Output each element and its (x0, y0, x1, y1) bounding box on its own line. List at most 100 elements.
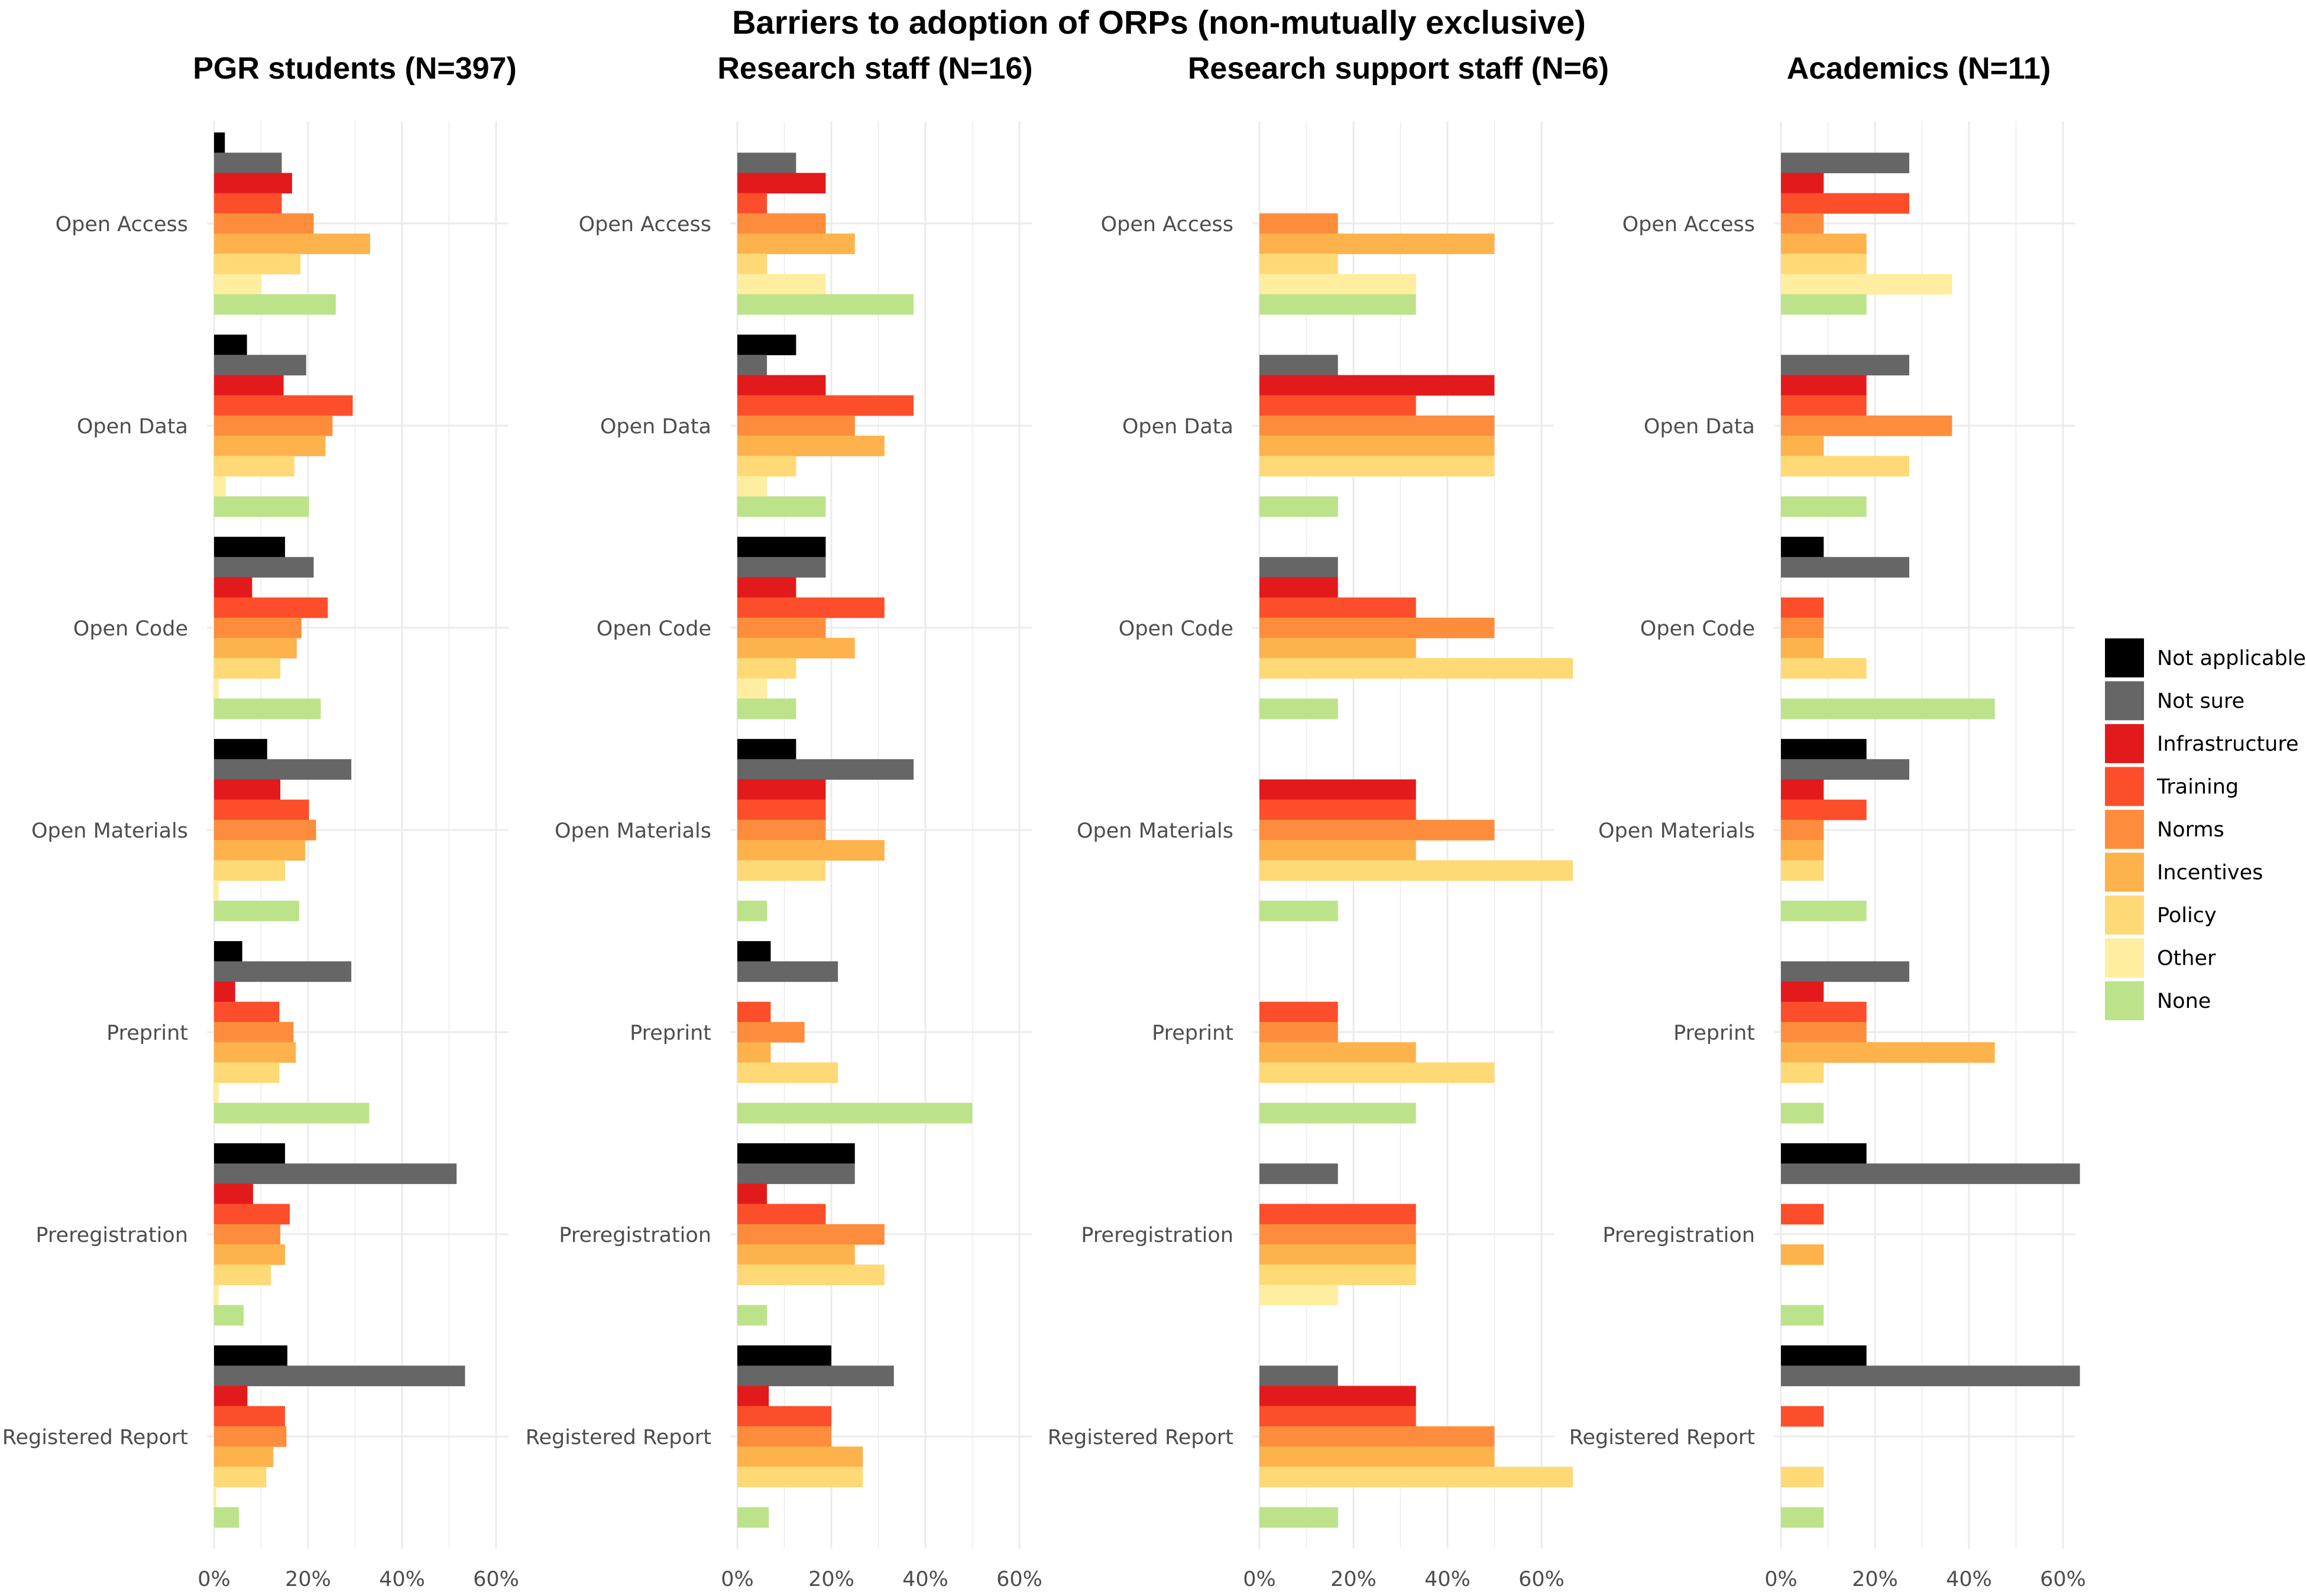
bar-open-access-none (1259, 294, 1416, 315)
bar-open-materials-none (1259, 900, 1338, 922)
bar-open-access-training (214, 193, 282, 214)
category-label-open-access: Open Access (579, 213, 711, 236)
bar-open-data-other (214, 476, 226, 497)
category-label-open-data: Open Data (77, 415, 188, 439)
legend-label: Incentives (2157, 861, 2263, 885)
bar-open-code-training (1259, 597, 1416, 618)
x-tick-label: 60% (996, 1568, 1042, 1591)
bar-registered-report-not-sure (737, 1365, 894, 1387)
bar-open-code-not-applicable (1781, 537, 1824, 557)
bar-open-code-none (1781, 698, 1995, 719)
bar-registered-report-not-sure (1259, 1365, 1338, 1387)
legend-key (2105, 938, 2144, 978)
bar-registered-report-incentives (737, 1446, 863, 1467)
bar-open-code-infrastructure (214, 577, 252, 598)
bar-registered-report-infrastructure (1259, 1386, 1416, 1407)
bar-open-code-policy (1259, 658, 1573, 679)
bar-open-data-incentives (737, 436, 885, 456)
bar-open-access-infrastructure (737, 173, 826, 194)
bar-open-access-other (1259, 274, 1416, 295)
bar-preregistration-training (1781, 1204, 1824, 1225)
x-tick-label: 0% (1764, 1568, 1797, 1591)
category-label-registered-report: Registered Report (1048, 1426, 1233, 1449)
bars (1781, 153, 2080, 1528)
category-label-preregistration: Preregistration (559, 1224, 711, 1247)
bar-preprint-infrastructure (1781, 981, 1824, 1003)
category-label-preregistration: Preregistration (1081, 1224, 1233, 1247)
legend-item-policy: Policy (2105, 896, 2217, 935)
category-label-open-data: Open Data (1644, 415, 1755, 439)
category-label-open-code: Open Code (597, 617, 711, 641)
bar-open-data-norms (737, 415, 855, 436)
bar-open-data-incentives (1259, 436, 1495, 456)
bar-open-access-incentives (214, 233, 370, 254)
legend-label: Norms (2157, 818, 2224, 842)
bar-open-code-norms (1259, 617, 1495, 638)
category-label-open-materials: Open Materials (555, 819, 711, 843)
bar-preregistration-not-sure (1259, 1163, 1338, 1185)
bar-open-data-training (1781, 395, 1867, 416)
bar-open-access-none (737, 294, 914, 315)
legend-key (2105, 767, 2144, 806)
category-label-open-materials: Open Materials (1077, 819, 1233, 843)
x-tick-label: 20% (808, 1568, 854, 1591)
bars (1259, 213, 1573, 1528)
bar-open-access-norms (737, 213, 826, 234)
legend-item-not-sure: Not sure (2105, 681, 2245, 721)
legend-item-infrastructure: Infrastructure (2105, 724, 2299, 763)
bar-preregistration-none (1781, 1305, 1824, 1326)
bar-open-access-not-sure (214, 153, 282, 174)
bar-preregistration-not-applicable (1781, 1143, 1867, 1164)
bar-preprint-training (214, 1001, 280, 1023)
bar-open-access-infrastructure (1781, 173, 1824, 194)
bar-open-code-norms (1781, 617, 1824, 638)
bar-preregistration-incentives (737, 1244, 855, 1265)
category-label-preprint: Preprint (1673, 1021, 1755, 1045)
category-label-open-materials: Open Materials (31, 819, 188, 843)
bar-registered-report-not-applicable (214, 1345, 288, 1366)
bar-open-access-incentives (737, 233, 855, 254)
x-tick-label: 20% (1852, 1568, 1898, 1591)
bar-open-materials-norms (737, 819, 826, 841)
bar-open-materials-incentives (1259, 840, 1416, 861)
legend-label: Not applicable (2157, 647, 2306, 670)
bar-preprint-incentives (214, 1042, 296, 1063)
bar-preprint-not-sure (737, 961, 838, 982)
bar-preregistration-norms (1259, 1224, 1416, 1245)
bar-preprint-norms (1259, 1021, 1338, 1043)
legend-item-norms: Norms (2105, 810, 2224, 849)
bar-registered-report-policy (1781, 1467, 1824, 1488)
bar-registered-report-incentives (1259, 1446, 1495, 1467)
bar-open-code-other (737, 678, 767, 699)
legend-key (2105, 810, 2144, 849)
bar-preregistration-incentives (1259, 1244, 1416, 1265)
bar-open-code-none (1259, 698, 1338, 719)
bar-registered-report-none (214, 1507, 239, 1528)
bar-preprint-norms (214, 1021, 294, 1043)
bar-open-data-none (1781, 496, 1867, 517)
bar-preprint-none (214, 1102, 370, 1124)
category-label-open-access: Open Access (1622, 213, 1755, 236)
panel-title: Research staff (N=16) (717, 51, 1032, 86)
legend-label: Training (2156, 776, 2239, 799)
category-label-open-access: Open Access (1101, 213, 1233, 236)
bar-open-code-other (214, 678, 219, 699)
bar-open-data-other (737, 476, 767, 497)
bar-open-materials-not-applicable (214, 739, 267, 760)
legend-label: Infrastructure (2157, 732, 2299, 756)
category-label-open-data: Open Data (1122, 415, 1233, 439)
bar-preprint-norms (737, 1021, 805, 1043)
bar-open-materials-infrastructure (214, 779, 281, 800)
category-label-preregistration: Preregistration (35, 1224, 188, 1247)
panel-academics-n-11: Academics (N=11) Open Access Open Data Open… (1569, 51, 2086, 1591)
bar-open-materials-not-sure (214, 759, 352, 780)
bar-open-data-norms (214, 415, 333, 436)
bar-preregistration-training (1259, 1204, 1416, 1225)
bar-open-code-training (214, 597, 328, 618)
bar-open-access-policy (214, 254, 301, 275)
bar-open-code-incentives (1259, 638, 1416, 658)
bar-open-access-none (1781, 294, 1867, 315)
bar-preregistration-policy (737, 1264, 885, 1286)
bar-preregistration-norms (737, 1224, 885, 1245)
